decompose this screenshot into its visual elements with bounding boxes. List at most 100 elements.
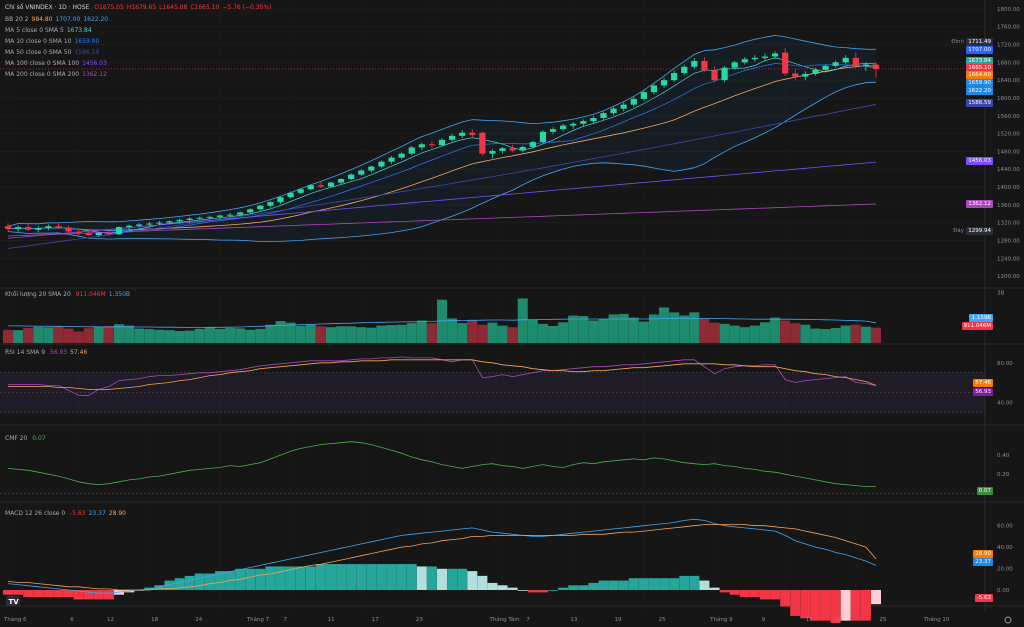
candle[interactable]: [731, 60, 738, 70]
volume-bar[interactable]: [729, 325, 740, 343]
volume-bar[interactable]: [578, 316, 589, 343]
volume-bar[interactable]: [275, 321, 286, 343]
candle[interactable]: [701, 57, 708, 73]
macd-histogram-bar[interactable]: [204, 573, 215, 591]
macd-histogram-bar[interactable]: [255, 568, 266, 590]
candle[interactable]: [368, 165, 375, 173]
macd-histogram-bar[interactable]: [568, 585, 579, 590]
macd-histogram-bar[interactable]: [447, 568, 458, 590]
macd-histogram-bar[interactable]: [426, 566, 437, 590]
macd-pane[interactable]: [3, 518, 881, 623]
macd-histogram-bar[interactable]: [376, 564, 387, 590]
volume-bar[interactable]: [659, 307, 670, 343]
volume-bar[interactable]: [739, 327, 750, 343]
indicator-row[interactable]: MA 5 close 0 SMA 5 1673.84: [5, 25, 111, 36]
candle[interactable]: [115, 226, 123, 236]
macd-histogram-bar[interactable]: [437, 568, 447, 590]
macd-histogram-bar[interactable]: [558, 587, 569, 590]
macd-histogram-bar[interactable]: [63, 590, 74, 598]
candle[interactable]: [388, 155, 395, 164]
macd-histogram-bar[interactable]: [356, 564, 367, 590]
macd-histogram-bar[interactable]: [648, 578, 659, 590]
volume-bar[interactable]: [184, 330, 195, 343]
candle[interactable]: [832, 60, 839, 68]
candle[interactable]: [307, 184, 314, 191]
candle[interactable]: [166, 219, 173, 225]
volume-bar[interactable]: [558, 322, 569, 343]
candle[interactable]: [136, 223, 143, 228]
macd-histogram-bar[interactable]: [840, 590, 851, 621]
macd-histogram-bar[interactable]: [517, 590, 528, 591]
sma-200-line[interactable]: [7, 203, 877, 237]
macd-histogram-bar[interactable]: [759, 590, 770, 600]
candle[interactable]: [418, 142, 425, 151]
volume-bar[interactable]: [426, 323, 437, 343]
rsi-sma-line[interactable]: [8, 359, 877, 390]
volume-bar[interactable]: [13, 330, 24, 343]
candle[interactable]: [539, 130, 547, 144]
candle[interactable]: [348, 173, 355, 181]
candle[interactable]: [852, 52, 859, 68]
candle[interactable]: [499, 146, 506, 154]
candle[interactable]: [600, 111, 607, 121]
volume-bar[interactable]: [3, 329, 13, 343]
cmf-pane[interactable]: [0, 441, 985, 494]
candle[interactable]: [226, 212, 234, 218]
candle[interactable]: [620, 102, 627, 112]
candle[interactable]: [358, 169, 365, 176]
volume-bar[interactable]: [396, 324, 407, 343]
macd-histogram-bar[interactable]: [154, 585, 165, 590]
volume-bar[interactable]: [285, 322, 296, 343]
rsi-pane[interactable]: [0, 356, 985, 413]
volume-pane[interactable]: [3, 298, 881, 343]
volume-bar[interactable]: [245, 329, 256, 343]
candle[interactable]: [4, 223, 12, 232]
candle[interactable]: [297, 187, 304, 195]
volume-bar[interactable]: [386, 325, 397, 343]
macd-histogram-bar[interactable]: [285, 566, 296, 590]
indicator-row[interactable]: MA 100 close 0 SMA 100 1456.03: [5, 58, 111, 69]
macd-histogram-bar[interactable]: [487, 582, 498, 590]
candle[interactable]: [105, 230, 113, 236]
volume-bar[interactable]: [114, 324, 125, 343]
volume-bar[interactable]: [416, 320, 427, 343]
macd-histogram-bar[interactable]: [588, 582, 599, 590]
macd-histogram-bar[interactable]: [406, 564, 417, 590]
macd-histogram-bar[interactable]: [396, 564, 407, 590]
macd-histogram-bar[interactable]: [497, 585, 508, 590]
macd-histogram-bar[interactable]: [23, 590, 34, 598]
candle[interactable]: [186, 217, 193, 222]
candle[interactable]: [610, 106, 617, 116]
candle[interactable]: [509, 144, 516, 153]
macd-histogram-bar[interactable]: [43, 590, 54, 598]
macd-histogram-bar[interactable]: [315, 564, 326, 590]
sma-10-line[interactable]: [7, 63, 877, 231]
volume-bar[interactable]: [93, 326, 104, 343]
macd-histogram-bar[interactable]: [386, 564, 397, 590]
candle[interactable]: [428, 141, 436, 148]
macd-histogram-bar[interactable]: [729, 590, 740, 595]
candle[interactable]: [45, 224, 52, 231]
candle[interactable]: [95, 232, 102, 237]
candle[interactable]: [247, 208, 254, 214]
candle[interactable]: [691, 57, 698, 69]
macd-histogram-bar[interactable]: [618, 580, 629, 590]
volume-bar[interactable]: [447, 318, 458, 343]
macd-histogram-bar[interactable]: [548, 590, 559, 591]
macd-histogram-bar[interactable]: [598, 580, 609, 590]
macd-histogram-bar[interactable]: [780, 590, 791, 607]
macd-histogram-bar[interactable]: [790, 590, 801, 616]
macd-histogram-bar[interactable]: [103, 590, 114, 600]
volume-bar[interactable]: [376, 325, 387, 343]
candle[interactable]: [711, 66, 718, 82]
macd-histogram-bar[interactable]: [860, 590, 871, 621]
cmf-label[interactable]: CMF 20: [5, 435, 28, 442]
candle[interactable]: [519, 146, 526, 153]
candle[interactable]: [206, 215, 213, 220]
volume-bar[interactable]: [467, 319, 478, 343]
volume-bar[interactable]: [336, 326, 347, 343]
macd-histogram-bar[interactable]: [679, 575, 690, 590]
macd-histogram-bar[interactable]: [477, 575, 488, 590]
macd-histogram-bar[interactable]: [537, 590, 548, 593]
candle[interactable]: [802, 71, 809, 81]
